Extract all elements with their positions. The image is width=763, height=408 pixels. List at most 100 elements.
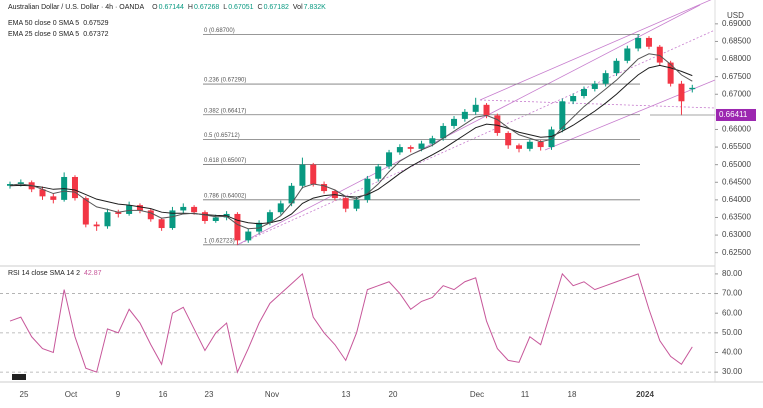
y-tick-label: 0.64500 (722, 177, 751, 186)
candle-body (461, 111, 468, 119)
ohlc-value: 0.67051 (228, 4, 253, 11)
x-tick-label: Nov (265, 390, 279, 399)
candle-body (288, 185, 295, 204)
candle-body (483, 104, 490, 116)
y-tick-label: 80.00 (722, 269, 743, 278)
fib-label: 0.5 (0.65712) (204, 133, 240, 139)
candle-body (440, 125, 447, 139)
ohlc-label: L (223, 4, 227, 11)
candle-body (245, 231, 252, 241)
candle-body (147, 210, 154, 220)
candle-body (375, 166, 382, 179)
tv-logo (12, 374, 26, 380)
x-tick-label: 11 (521, 390, 530, 399)
candle-body (613, 60, 620, 74)
candle-body (256, 222, 263, 232)
candle-body (429, 138, 436, 144)
candle-body (321, 184, 328, 192)
x-tick-label: Oct (65, 390, 78, 399)
candle-body (580, 88, 587, 97)
x-tick-label: 18 (568, 390, 577, 399)
y-tick-label: 0.67000 (722, 89, 751, 98)
candle-body (104, 212, 111, 227)
ema-line (9, 53, 693, 230)
candle-body (418, 143, 425, 149)
ohlc-label: O (152, 4, 158, 11)
candle-body (169, 210, 176, 229)
fib-label: 0.618 (0.65007) (204, 158, 246, 164)
y-tick-label: 60.00 (722, 308, 743, 317)
x-tick-label: 9 (116, 390, 121, 399)
x-tick-label: 25 (20, 390, 29, 399)
candle-body (158, 219, 165, 229)
y-tick-label: 0.63000 (722, 230, 751, 239)
y-tick-label: 0.68500 (722, 37, 751, 46)
currency: USD (727, 11, 744, 20)
candle-body (82, 198, 89, 225)
candle-body (353, 199, 360, 209)
candle-body (136, 205, 143, 211)
candle-body (277, 203, 284, 213)
indicator-name: EMA 25 close 0 SMA 5 (8, 31, 79, 38)
candle-body (126, 205, 133, 214)
candle-body (505, 132, 512, 146)
last-price-label: 0.66411 (719, 110, 748, 119)
rsi-value: 42.87 (84, 270, 102, 277)
candle-body (667, 62, 674, 84)
last-price-box (716, 108, 756, 121)
candle-body (342, 198, 349, 209)
candle-body (526, 141, 533, 149)
volume-value: 7.832K (304, 4, 327, 11)
candle-body (472, 104, 479, 112)
candle-body (559, 101, 566, 130)
indicator-name: EMA 50 close 0 SMA 5 (8, 20, 79, 27)
candle-body (93, 224, 100, 227)
candle-body (396, 147, 403, 153)
x-tick-label: 16 (159, 390, 168, 399)
ohlc-label: C (258, 4, 263, 11)
candle-body (17, 182, 24, 185)
pitchfork-handle (479, 99, 716, 109)
y-tick-label: 0.69000 (722, 19, 751, 28)
candle-body (548, 129, 555, 148)
candle-body (39, 189, 46, 197)
candle-body (635, 37, 642, 49)
y-tick-label: 0.66000 (722, 125, 751, 134)
x-tick-label: Dec (470, 390, 484, 399)
fib-label: 1 (0.62723) (204, 238, 235, 244)
candle-body (537, 141, 544, 148)
fib-label: 0 (0.68700) (204, 28, 235, 34)
y-tick-label: 0.68000 (722, 54, 751, 63)
candle-body (645, 37, 652, 47)
candle-body (516, 145, 523, 149)
candle-body (678, 83, 685, 102)
candle-body (299, 164, 306, 186)
ohlc-label: H (188, 4, 193, 11)
candle-body (310, 164, 317, 185)
candle-body (591, 83, 598, 89)
y-tick-label: 0.65500 (722, 142, 751, 151)
candle-body (50, 196, 57, 200)
y-tick-label: 70.00 (722, 289, 743, 298)
fib-label: 0.786 (0.64002) (204, 193, 246, 199)
fib-label: 0.236 (0.67290) (204, 78, 246, 84)
rsi-name: RSI 14 close SMA 14 2 (8, 270, 80, 277)
candle-body (234, 213, 241, 241)
ohlc-value: 0.67268 (194, 4, 219, 11)
candle-body (624, 48, 631, 61)
candle-body (180, 206, 187, 211)
header: Australian Dollar / U.S. Dollar · 4h · O… (8, 4, 326, 11)
candle-body (451, 118, 458, 126)
candle-body (201, 212, 208, 221)
candle-body (386, 152, 393, 167)
candle-body (212, 217, 219, 221)
pitchfork-line (479, 0, 712, 101)
candle-body (570, 96, 577, 102)
candle-body (364, 178, 371, 200)
x-tick-label: 20 (389, 390, 398, 399)
pitchfork-upper (236, 4, 701, 246)
y-tick-label: 40.00 (722, 348, 743, 357)
